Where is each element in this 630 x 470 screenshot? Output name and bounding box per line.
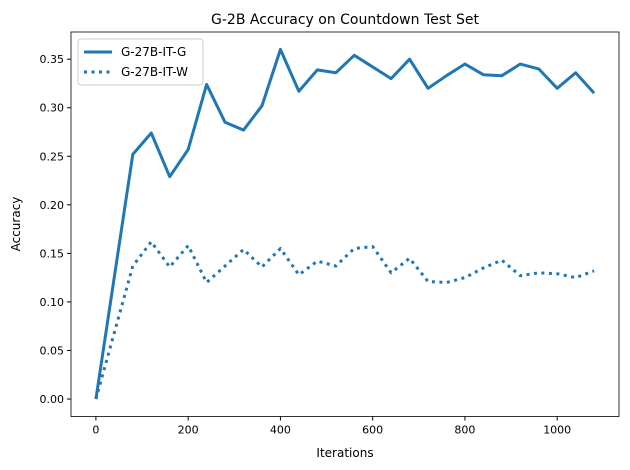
legend-label: G-27B-IT-W <box>121 65 188 79</box>
series-line-w <box>94 240 595 400</box>
y-axis-label: Accuracy <box>9 197 23 252</box>
legend-label: G-27B-IT-G <box>121 45 186 59</box>
x-tick-label: 600 <box>362 424 383 437</box>
series-line-g <box>94 47 596 400</box>
x-tick-label: 800 <box>454 424 475 437</box>
x-tick-label: 0 <box>92 424 99 437</box>
y-tick-label: 0.25 <box>40 150 65 163</box>
x-tick-label: 400 <box>270 424 291 437</box>
x-axis-label: Iterations <box>316 446 373 460</box>
y-tick-label: 0.15 <box>40 247 65 260</box>
y-tick-label: 0.20 <box>40 199 65 212</box>
x-tick-label: 1000 <box>543 424 571 437</box>
y-tick-label: 0.30 <box>40 102 65 115</box>
y-tick-label: 0.00 <box>40 393 65 406</box>
legend: G-27B-IT-G G-27B-IT-W <box>77 38 204 86</box>
chart-title: G-2B Accuracy on Countdown Test Set <box>211 12 479 28</box>
y-tick-label: 0.05 <box>40 344 65 357</box>
y-tick-label: 0.10 <box>40 296 65 309</box>
x-tick-label: 200 <box>178 424 199 437</box>
plot-frame <box>70 31 620 417</box>
y-tick-label: 0.35 <box>40 53 65 66</box>
